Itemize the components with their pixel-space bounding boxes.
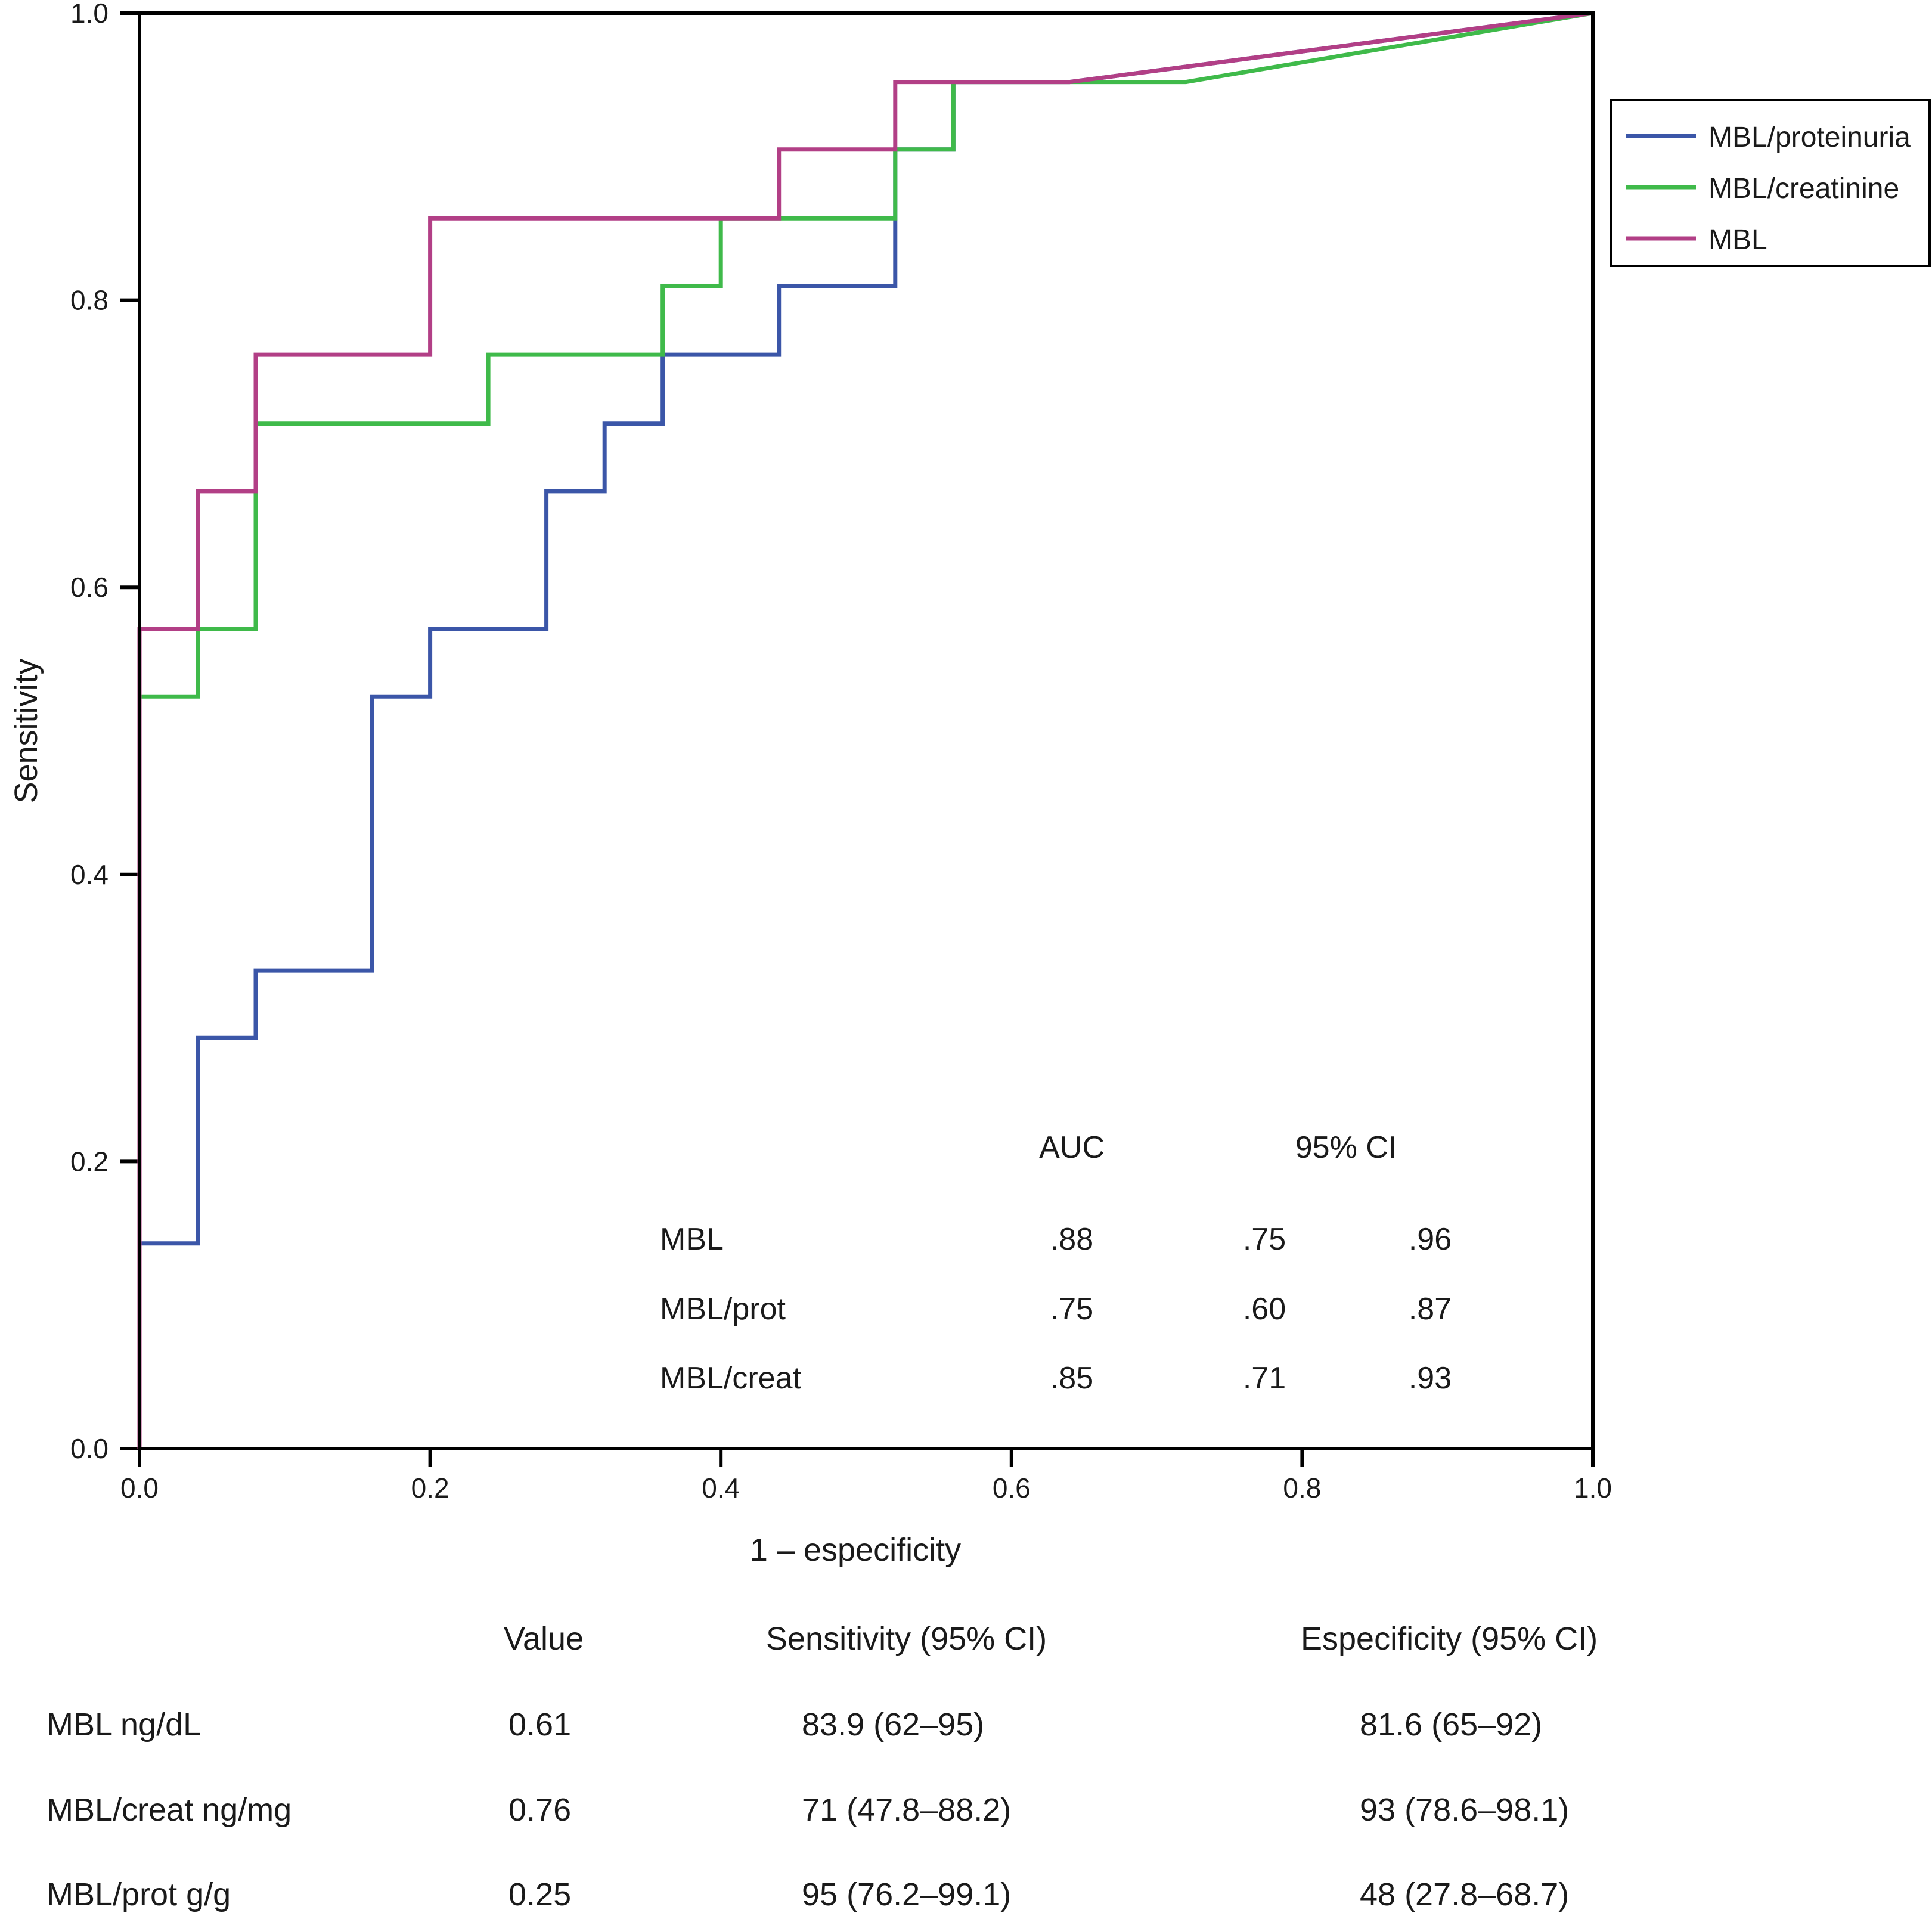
cutoff-row-label: MBL/prot g/g [46,1877,231,1912]
cutoff-row-especificity: 81.6 (65–92) [1360,1707,1543,1743]
cutoff-row-value: 0.25 [508,1877,572,1912]
legend-label-mbl: MBL [1708,224,1767,256]
axis-ticks [120,11,1595,1467]
plot-frame [138,11,1595,1450]
tick-labels: 0.0 0.0 0.2 0.2 0.4 0.4 0.6 0.6 0.8 0.8 1.0 1.0 [70,0,1612,1503]
auc-row-ci-low: .60 [1243,1292,1286,1326]
auc-row-value: .88 [1050,1222,1093,1257]
ci-header: 95% CI [1295,1130,1397,1165]
auc-row-ci-low: .71 [1243,1361,1286,1396]
auc-row-ci-high: .96 [1409,1222,1452,1257]
auc-row-ci-high: .93 [1409,1361,1452,1396]
y-axis-label: Sensitivity [8,658,44,803]
cutoff-row-label: MBL/creat ng/mg [46,1792,292,1828]
cutoff-row-sensitivity: 95 (76.2–99.1) [802,1877,1012,1912]
series-line-mbl [137,11,1593,1449]
cutoff-row-sensitivity: 71 (47.8–88.2) [802,1792,1012,1828]
cutoff-row-label: MBL ng/dL [46,1707,201,1743]
y-tick-label: 1.0 [70,0,108,29]
x-tick-label: 0.2 [411,1472,449,1503]
auc-row-value: .85 [1050,1361,1093,1396]
y-tick-label: 0.0 [70,1433,108,1464]
series-line-mbl-creatinine [137,11,1593,1449]
roc-chart: 0.0 0.0 0.2 0.2 0.4 0.4 0.6 0.6 0.8 0.8 1.0 1.0 1 –… [8,0,1931,1568]
cutoff-row-sensitivity: 83.9 (62–95) [802,1707,985,1743]
y-tick-label: 0.2 [70,1146,108,1177]
y-tick-label: 0.4 [70,859,108,890]
x-tick-label: 0.0 [120,1472,159,1503]
series-line-mbl-proteinuria [137,11,1593,1449]
auc-row-ci-high: .87 [1409,1292,1452,1326]
cutoff-header-sensitivity: Sensitivity (95% CI) [766,1621,1047,1657]
x-tick-label: 0.4 [702,1472,740,1503]
auc-table: AUC 95% CI MBL .88 .75 .96 MBL/prot .75 … [660,1130,1452,1396]
legend: MBL/proteinuria MBL/creatinine MBL [1610,99,1931,267]
x-tick-label: 1.0 [1574,1472,1612,1503]
auc-row-label: MBL/prot [660,1292,786,1326]
cutoff-header-especificity: Especificity (95% CI) [1301,1621,1598,1657]
legend-label-mbl-creatinine: MBL/creatinine [1708,173,1899,204]
auc-row-value: .75 [1050,1292,1093,1326]
cutoff-row-especificity: 48 (27.8–68.7) [1360,1877,1570,1912]
x-axis-label: 1 – especificity [750,1532,961,1568]
auc-header: AUC [1039,1130,1105,1165]
legend-label-mbl-proteinuria: MBL/proteinuria [1708,122,1911,153]
x-tick-label: 0.8 [1283,1472,1321,1503]
x-tick-label: 0.6 [993,1472,1031,1503]
cutoff-row-especificity: 93 (78.6–98.1) [1360,1792,1570,1828]
auc-row-ci-low: .75 [1243,1222,1286,1257]
auc-row-label: MBL [660,1222,724,1257]
y-tick-label: 0.6 [70,572,108,603]
cutoff-row-value: 0.76 [508,1792,572,1828]
cutoff-header-value: Value [504,1621,584,1657]
y-tick-label: 0.8 [70,285,108,316]
auc-row-label: MBL/creat [660,1361,802,1396]
series-layer [137,11,1593,1449]
cutoff-row-value: 0.61 [508,1707,572,1743]
